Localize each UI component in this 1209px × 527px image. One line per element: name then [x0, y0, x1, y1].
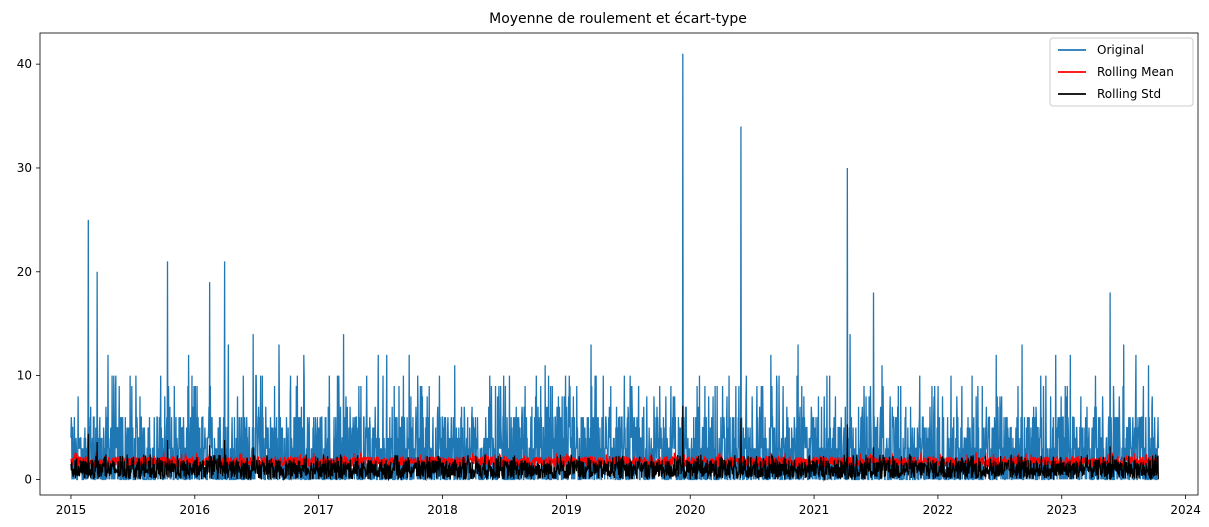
x-tick-label: 2017 — [303, 503, 334, 517]
x-tick-label: 2015 — [56, 503, 87, 517]
x-tick-label: 2016 — [180, 503, 211, 517]
y-axis: 0 10 20 30 40 — [17, 57, 40, 486]
y-tick-label: 20 — [17, 265, 32, 279]
legend: Original Rolling Mean Rolling Std — [1049, 37, 1194, 107]
plot-frame — [39, 32, 1199, 496]
legend-box — [1049, 37, 1194, 107]
x-tick-label: 2018 — [427, 503, 458, 517]
series-line-rolling-mean — [70, 452, 1159, 469]
legend-label: Original — [1097, 43, 1144, 57]
x-tick-label: 2020 — [675, 503, 706, 517]
legend-label: Rolling Std — [1097, 87, 1161, 101]
x-axis: 2015 2016 2017 2018 2019 2020 2021 2022 2023 2024 — [56, 495, 1201, 517]
x-tick-label: 2021 — [799, 503, 830, 517]
series-line-original — [70, 53, 1160, 481]
x-tick-label: 2019 — [551, 503, 582, 517]
y-tick-label: 30 — [17, 161, 32, 175]
x-tick-label: 2023 — [1046, 503, 1077, 517]
series-line-rolling-std — [70, 405, 1159, 482]
series-layer — [70, 53, 1160, 482]
x-tick-label: 2024 — [1170, 503, 1201, 517]
chart-title: Moyenne de roulement et écart-type — [489, 11, 747, 27]
x-tick-label: 2022 — [923, 503, 954, 517]
plot-area — [70, 53, 1160, 482]
y-tick-label: 40 — [17, 57, 32, 71]
legend-label: Rolling Mean — [1097, 65, 1174, 79]
y-tick-label: 10 — [17, 369, 32, 383]
y-tick-label: 0 — [24, 472, 32, 486]
